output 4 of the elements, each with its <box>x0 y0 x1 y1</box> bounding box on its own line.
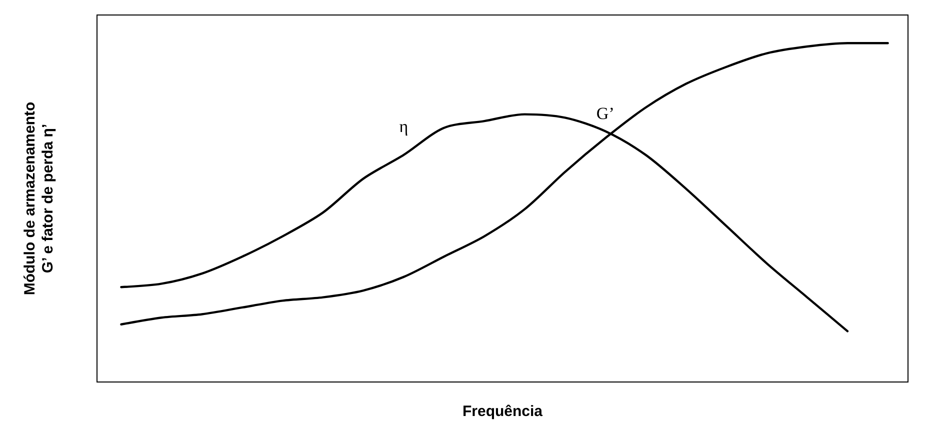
series-label: G’ <box>596 104 614 124</box>
series-label: η <box>399 116 408 136</box>
y-axis-title: Módulo de armazenamento G’ e fator de perda η’ <box>22 102 56 296</box>
x-axis-title: Frequência <box>462 403 544 420</box>
